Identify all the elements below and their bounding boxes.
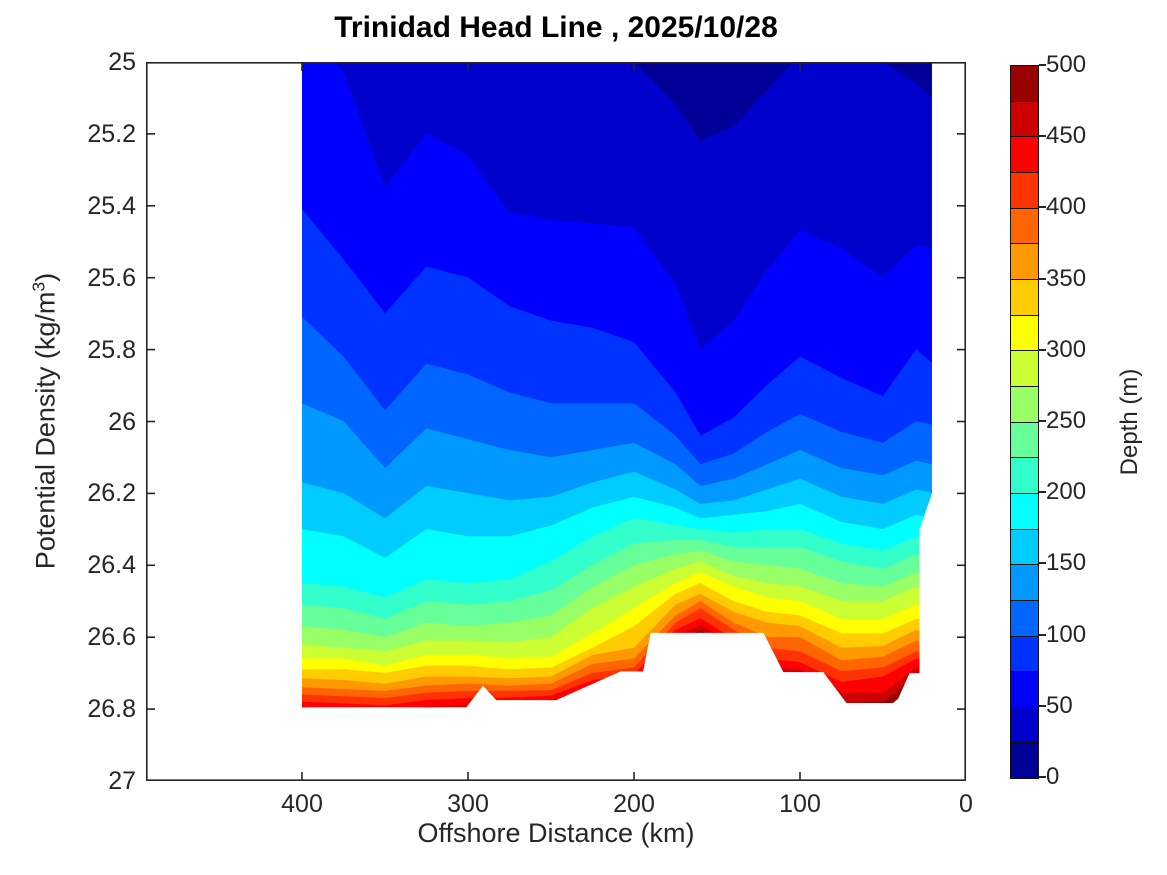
colorbar-segment-250m (1011, 422, 1038, 459)
colorbar-tick-250 (1039, 420, 1046, 422)
colorbar-tick-label-250: 250 (1046, 407, 1087, 434)
colorbar-tick-label-350: 350 (1046, 264, 1087, 292)
x-tick-label-0: 0 (959, 790, 973, 818)
colorbar-segment-75m (1011, 672, 1038, 708)
y-tick-label-26.2: 26.2 (87, 479, 136, 508)
chart-title: Trinidad Head Line , 2025/10/28 (334, 11, 778, 44)
y-tick-label-26.6: 26.6 (87, 623, 136, 652)
colorbar-tick-50 (1039, 704, 1046, 707)
colorbar-tick-label-100: 100 (1046, 620, 1087, 648)
colorbar-tick-300 (1039, 348, 1046, 351)
colorbar-segment-175m (1011, 529, 1038, 566)
colorbar-tick-label-450: 450 (1046, 122, 1087, 150)
colorbar-label: Depth (m) (1116, 368, 1143, 476)
colorbar-segment-400m (1011, 208, 1038, 245)
colorbar-tick-label-400: 400 (1046, 193, 1087, 221)
colorbar-segment-500m (1011, 66, 1038, 102)
colorbar-segment-475m (1011, 101, 1038, 138)
colorbar-segment-100m (1011, 636, 1038, 673)
colorbar (1010, 65, 1039, 779)
y-tick-label-25: 25 (108, 48, 136, 76)
colorbar-tick-label-500: 500 (1046, 51, 1087, 78)
x-tick-label-100: 100 (779, 790, 821, 818)
colorbar-tick-100 (1039, 633, 1046, 636)
colorbar-tick-450 (1039, 135, 1046, 138)
y-tick-label-26: 26 (108, 407, 136, 436)
contour-plot-area (146, 62, 966, 781)
colorbar-segment-125m (1011, 600, 1038, 637)
colorbar-segment-350m (1011, 279, 1038, 316)
x-tick-label-400: 400 (281, 790, 323, 818)
colorbar-segment-375m (1011, 244, 1038, 280)
colorbar-segment-150m (1011, 565, 1038, 601)
colorbar-tick-400 (1039, 206, 1046, 209)
colorbar-tick-500 (1039, 64, 1046, 66)
colorbar-segment-300m (1011, 351, 1038, 387)
y-tick-label-26.8: 26.8 (87, 695, 136, 724)
y-tick-label-25.4: 25.4 (87, 191, 136, 220)
colorbar-tick-350 (1039, 277, 1046, 280)
colorbar-segment-425m (1011, 172, 1038, 209)
colorbar-segment-325m (1011, 315, 1038, 352)
x-tick-label-200: 200 (613, 790, 655, 818)
colorbar-tick-200 (1039, 491, 1046, 494)
colorbar-tick-label-0: 0 (1046, 763, 1060, 790)
x-axis-label: Offshore Distance (km) (417, 818, 695, 848)
colorbar-tick-150 (1039, 562, 1046, 565)
colorbar-tick-label-150: 150 (1046, 549, 1087, 577)
colorbar-segment-450m (1011, 137, 1038, 173)
colorbar-tick-label-200: 200 (1046, 478, 1087, 506)
y-tick-label-25.8: 25.8 (87, 335, 136, 364)
y-tick-label-25.2: 25.2 (87, 119, 136, 148)
colorbar-segment-275m (1011, 386, 1038, 423)
colorbar-tick-0 (1039, 776, 1046, 778)
x-tick-label-300: 300 (447, 790, 489, 818)
colorbar-segment-225m (1011, 458, 1038, 494)
colorbar-segment-200m (1011, 493, 1038, 530)
colorbar-tick-label-50: 50 (1046, 691, 1073, 719)
colorbar-tick-label-300: 300 (1046, 335, 1087, 363)
y-tick-label-25.6: 25.6 (87, 263, 136, 292)
colorbar-segment-50m (1011, 707, 1038, 744)
contour-band-25m (302, 62, 932, 142)
colorbar-segment-25m (1011, 743, 1038, 779)
y-tick-label-26.4: 26.4 (87, 551, 136, 580)
y-tick-label-27: 27 (108, 767, 136, 795)
